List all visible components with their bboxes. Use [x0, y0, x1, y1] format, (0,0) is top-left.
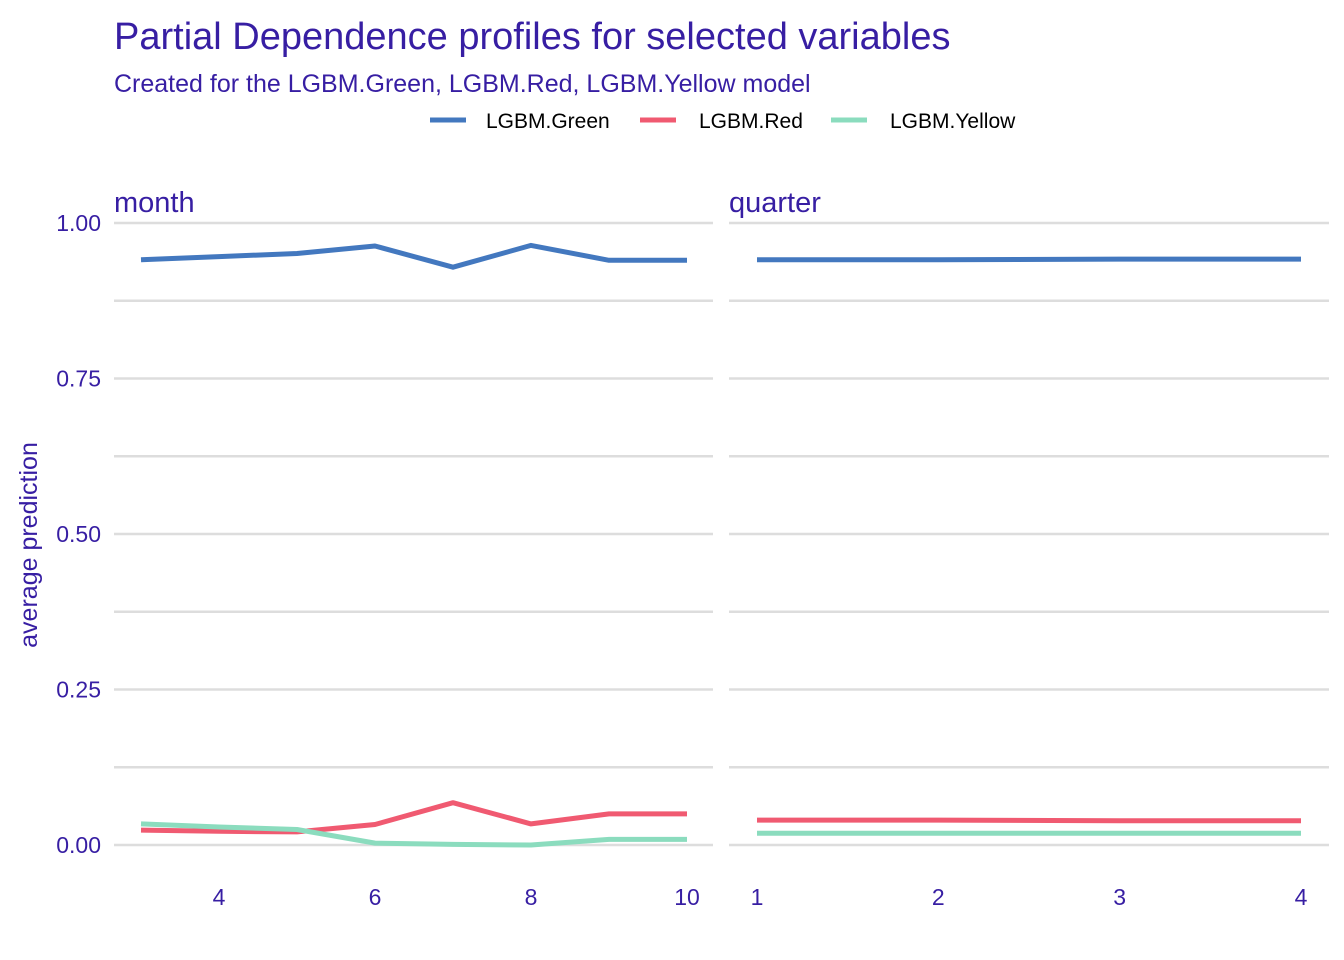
x-tick-label-month: 8 [525, 884, 538, 910]
chart-title: Partial Dependence profiles for selected… [114, 16, 950, 58]
series-line-quarter-lgbm-green [757, 256, 1301, 263]
y-tick-label: 0.75 [56, 366, 101, 392]
x-tick-label-quarter: 2 [932, 884, 945, 910]
series-lines [140, 242, 1301, 848]
legend: LGBM.Green LGBM.Red LGBM.Yellow [430, 110, 1016, 133]
x-tick-label-quarter: 3 [1113, 884, 1126, 910]
series-line-month-lgbm-yellow [140, 821, 687, 848]
series-line-month-lgbm-green [140, 242, 687, 270]
panel-label-month: month [114, 187, 195, 219]
series-line-month-lgbm-red [140, 800, 687, 835]
x-tick-label-month: 10 [674, 884, 700, 910]
series-line-quarter-lgbm-red [757, 817, 1301, 824]
y-tick-label: 0.00 [56, 832, 101, 858]
y-tick-label: 0.25 [56, 677, 101, 703]
x-tick-label-quarter: 1 [751, 884, 764, 910]
x-tick-label-month: 6 [369, 884, 382, 910]
panel-label-quarter: quarter [729, 187, 821, 219]
legend-label-lgbm-red: LGBM.Red [699, 110, 803, 133]
gridlines [114, 221, 1329, 847]
x-tick-label-quarter: 4 [1295, 884, 1308, 910]
chart-subtitle: Created for the LGBM.Green, LGBM.Red, LG… [114, 70, 811, 98]
legend-label-lgbm-yellow: LGBM.Yellow [890, 110, 1016, 133]
axis-ticks: 0.000.250.500.751.004 6 8 10 1 2 3 4 [56, 210, 1307, 910]
legend-label-lgbm-green: LGBM.Green [486, 110, 610, 133]
y-tick-label: 0.50 [56, 521, 101, 547]
y-tick-label: 1.00 [56, 210, 101, 236]
y-axis-label: average prediction [15, 442, 43, 648]
x-tick-label-month: 4 [213, 884, 226, 910]
